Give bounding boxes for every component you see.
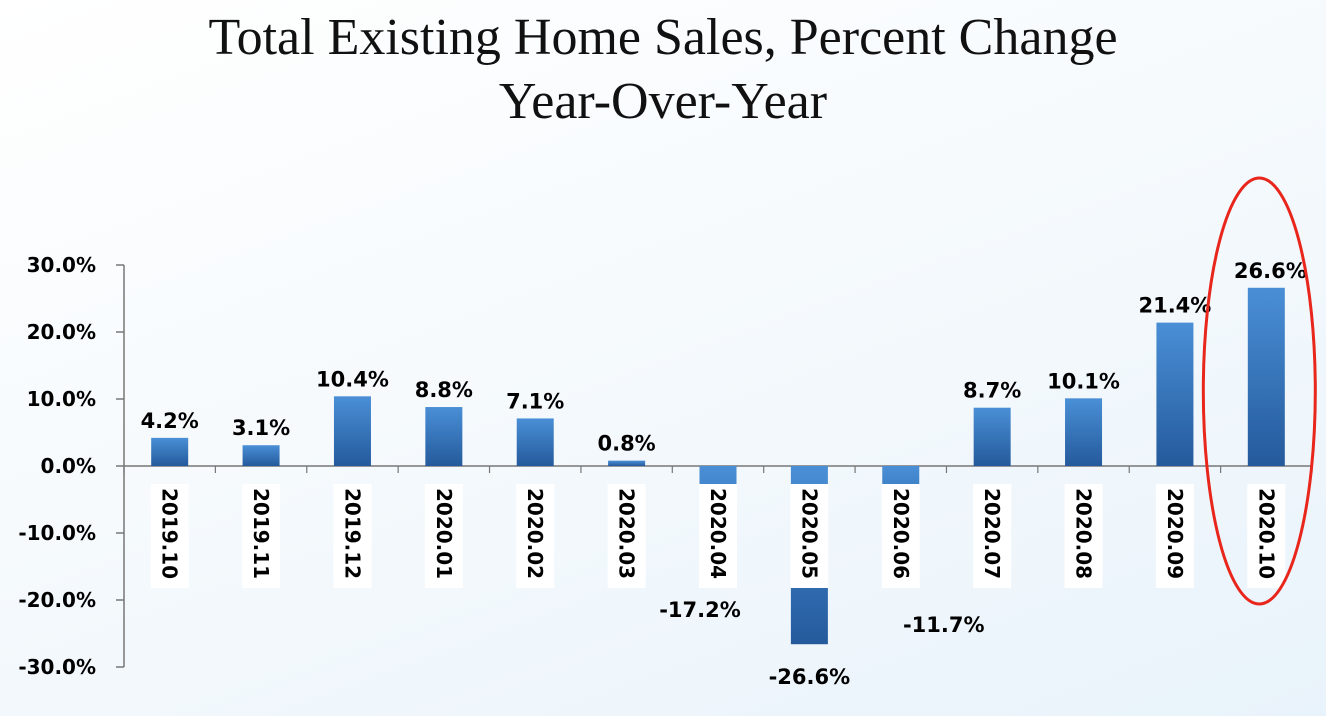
chart-title: Total Existing Home Sales, Percent Chang… bbox=[0, 6, 1326, 134]
bar-2020.10 bbox=[1247, 287, 1285, 466]
y-tick-label: 0.0% bbox=[41, 454, 96, 478]
data-labels: 4.2% 3.1% 10.4% 8.8% 7.1% 0.8% -17.2% -26.6% -11… bbox=[141, 259, 1307, 689]
data-label-2020.09: 21.4% bbox=[1138, 294, 1211, 318]
bar-2019.12 bbox=[333, 396, 371, 466]
highlight bbox=[1201, 176, 1317, 606]
data-label-2019.10: 4.2% bbox=[141, 409, 199, 433]
category-label-2019.10: 2019.10 bbox=[158, 488, 182, 579]
category-label-2020.05: 2020.05 bbox=[797, 488, 821, 579]
data-label-2020.03: 0.8% bbox=[597, 432, 655, 456]
data-label-2020.10: 26.6% bbox=[1234, 259, 1307, 283]
category-label-background bbox=[1064, 484, 1103, 588]
data-label-2020.07: 8.7% bbox=[963, 379, 1021, 403]
category-label-background bbox=[333, 484, 372, 588]
highlight-ellipse bbox=[1201, 176, 1317, 606]
category-label-background bbox=[242, 484, 281, 588]
category-label-2020.04: 2020.04 bbox=[706, 488, 730, 579]
category-label-2020.03: 2020.03 bbox=[615, 488, 639, 579]
data-label-2019.11: 3.1% bbox=[232, 416, 290, 440]
bar-2019.11 bbox=[242, 445, 280, 466]
bar-2020.02 bbox=[516, 418, 554, 466]
bar-2020.01 bbox=[425, 407, 463, 466]
category-label-2020.02: 2020.02 bbox=[523, 488, 547, 579]
data-label-2019.12: 10.4% bbox=[316, 367, 389, 391]
bar-2019.10 bbox=[151, 437, 189, 466]
category-label-background bbox=[790, 484, 829, 588]
y-tick-label: -10.0% bbox=[18, 521, 96, 545]
bar-2020.03 bbox=[608, 460, 646, 466]
data-label-2020.08: 10.1% bbox=[1047, 369, 1120, 393]
data-label-2020.05: -26.6% bbox=[769, 665, 851, 689]
data-label-2020.02: 7.1% bbox=[506, 389, 564, 413]
category-label-2019.11: 2019.11 bbox=[249, 488, 273, 579]
category-label-background bbox=[881, 484, 920, 588]
category-label-background bbox=[607, 484, 646, 588]
category-label-2020.10: 2020.10 bbox=[1254, 488, 1278, 579]
chart-title-line-1: Total Existing Home Sales, Percent Chang… bbox=[208, 9, 1118, 66]
y-tick-label: 30.0% bbox=[27, 253, 96, 277]
bar-2020.08 bbox=[1065, 398, 1103, 466]
category-labels: 2019.10 2019.11 2019.12 2020.01 2020.02 2020.… bbox=[150, 484, 1286, 588]
y-tick-label: -20.0% bbox=[18, 588, 96, 612]
category-label-background bbox=[424, 484, 463, 588]
category-label-2020.09: 2020.09 bbox=[1163, 488, 1187, 579]
data-label-2020.06: -11.7% bbox=[903, 613, 985, 637]
data-label-2020.04: -17.2% bbox=[659, 598, 741, 622]
category-label-background bbox=[973, 484, 1012, 588]
category-label-background bbox=[699, 484, 737, 588]
category-label-background bbox=[150, 484, 189, 588]
data-label-2020.01: 8.8% bbox=[415, 378, 473, 402]
y-tick-label: 10.0% bbox=[27, 387, 96, 411]
category-label-background bbox=[1247, 484, 1286, 588]
chart-title-line-2: Year-Over-Year bbox=[498, 73, 828, 130]
bar-2020.07 bbox=[973, 407, 1011, 466]
category-label-2019.12: 2019.12 bbox=[340, 488, 364, 579]
category-label-2020.07: 2020.07 bbox=[980, 488, 1004, 579]
category-label-2020.06: 2020.06 bbox=[889, 488, 913, 579]
bar-2020.09 bbox=[1156, 322, 1194, 466]
y-tick-label: 20.0% bbox=[27, 320, 96, 344]
category-label-background bbox=[1155, 484, 1194, 588]
y-tick-labels: 30.0% 20.0% 10.0% 0.0% -10.0% -20.0% -30.0% bbox=[18, 253, 96, 679]
category-label-background bbox=[516, 484, 555, 588]
category-label-2020.01: 2020.01 bbox=[432, 488, 456, 579]
y-tick-label: -30.0% bbox=[18, 655, 96, 679]
category-label-2020.08: 2020.08 bbox=[1072, 488, 1096, 579]
